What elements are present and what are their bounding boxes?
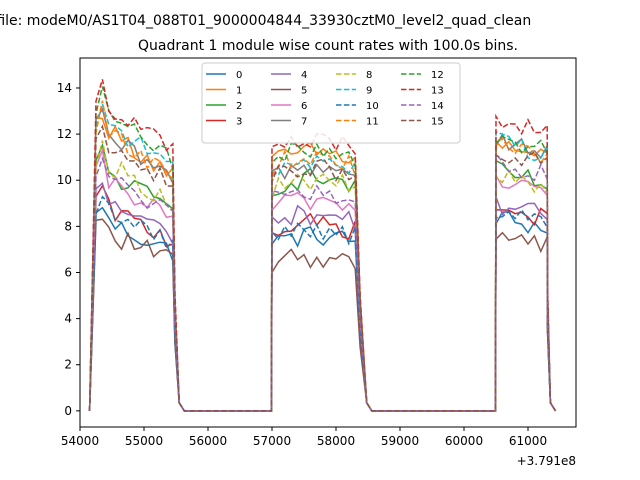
x-tick-label: 57000	[253, 434, 291, 448]
series-line-13	[88, 79, 557, 412]
y-tick-label: 0	[64, 404, 72, 418]
x-tick-label: 54000	[61, 434, 99, 448]
legend-label-6: 6	[301, 101, 307, 112]
legend-label-15: 15	[431, 117, 444, 128]
legend-label-10: 10	[366, 101, 379, 112]
y-tick-label: 4	[64, 312, 72, 326]
x-tick-label: 59000	[381, 434, 419, 448]
chart-suptitle: n file: modeM0/AS1T04_088T01_9000004844_…	[0, 13, 531, 29]
x-tick-label: 61000	[509, 434, 547, 448]
legend-label-2: 2	[236, 101, 242, 112]
series-line-6	[88, 147, 557, 412]
series-line-12	[88, 86, 557, 412]
series-line-8	[88, 140, 557, 412]
y-axis-ticks: 0 2 4 6 8 10 12 14	[57, 81, 80, 418]
x-tick-label: 56000	[189, 434, 227, 448]
y-tick-label: 8	[64, 219, 72, 233]
legend-label-11: 11	[366, 117, 379, 128]
x-tick-label: 60000	[445, 434, 483, 448]
series-line-4	[88, 181, 557, 412]
x-offset-label: +3.791e8	[517, 454, 576, 468]
legend-label-7: 7	[301, 117, 307, 128]
legend-label-5: 5	[301, 86, 307, 97]
series-line-15	[88, 124, 557, 412]
y-tick-label: 14	[57, 81, 72, 95]
legend-label-12: 12	[431, 70, 444, 81]
legend-box	[201, 62, 461, 144]
y-tick-label: 2	[64, 358, 72, 372]
series-line-11	[88, 100, 557, 412]
legend-label-3: 3	[236, 117, 242, 128]
legend-label-13: 13	[431, 86, 444, 97]
legend-label-1: 1	[236, 86, 242, 97]
legend-label-8: 8	[366, 70, 372, 81]
y-tick-label: 12	[57, 127, 72, 141]
y-tick-label: 10	[57, 173, 72, 187]
x-tick-label: 55000	[125, 434, 163, 448]
series-line-5	[88, 218, 557, 412]
axes-frame	[79, 57, 577, 428]
x-axis-ticks: 54000 55000 56000 57000 58000 59000 60000 61000	[61, 427, 547, 448]
chart-title: Quadrant 1 module wise count rates with …	[138, 38, 518, 54]
legend-label-4: 4	[301, 70, 307, 81]
series-layer	[88, 79, 557, 412]
series-line-14	[88, 152, 557, 412]
legend-label-14: 14	[431, 101, 444, 112]
x-tick-label: 58000	[317, 434, 355, 448]
legend-label-9: 9	[366, 86, 372, 97]
series-line-0	[88, 206, 557, 412]
legend-label-0: 0	[236, 70, 242, 81]
y-tick-label: 6	[64, 265, 72, 279]
